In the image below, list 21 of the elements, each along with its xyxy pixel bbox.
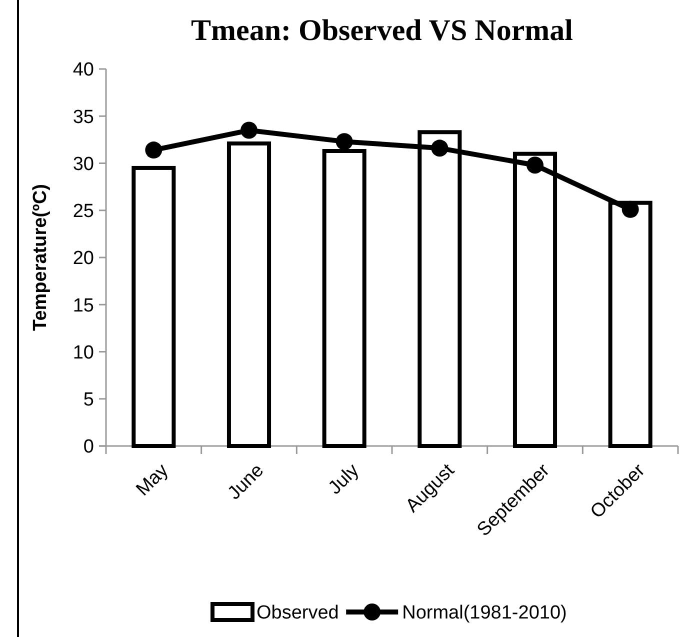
y-tick-label: 20	[72, 248, 94, 270]
point	[526, 156, 544, 174]
y-tick-label: 25	[72, 201, 94, 222]
y-tick-label: 35	[72, 106, 94, 128]
y-tick-label: 40	[72, 60, 94, 81]
point	[145, 142, 162, 159]
y-tick-label: 0	[83, 436, 94, 458]
x-tick-label: July	[324, 460, 364, 499]
y-tick-label: 15	[72, 295, 94, 316]
point	[431, 140, 448, 157]
point	[622, 200, 639, 218]
y-tick-label: 30	[72, 154, 94, 175]
point	[240, 122, 258, 139]
chart-title: Tmean: Observed VS Normal	[191, 14, 573, 47]
y-axis-title: Temperature(ºC)	[30, 184, 51, 331]
legend-label: Normal(1981-2010)	[402, 602, 567, 624]
point	[336, 133, 353, 150]
y-tick-label: 5	[83, 390, 94, 411]
y-tick-label: 10	[72, 342, 94, 364]
x-tick-label: May	[132, 460, 173, 500]
legend-label: Observed	[256, 602, 339, 624]
